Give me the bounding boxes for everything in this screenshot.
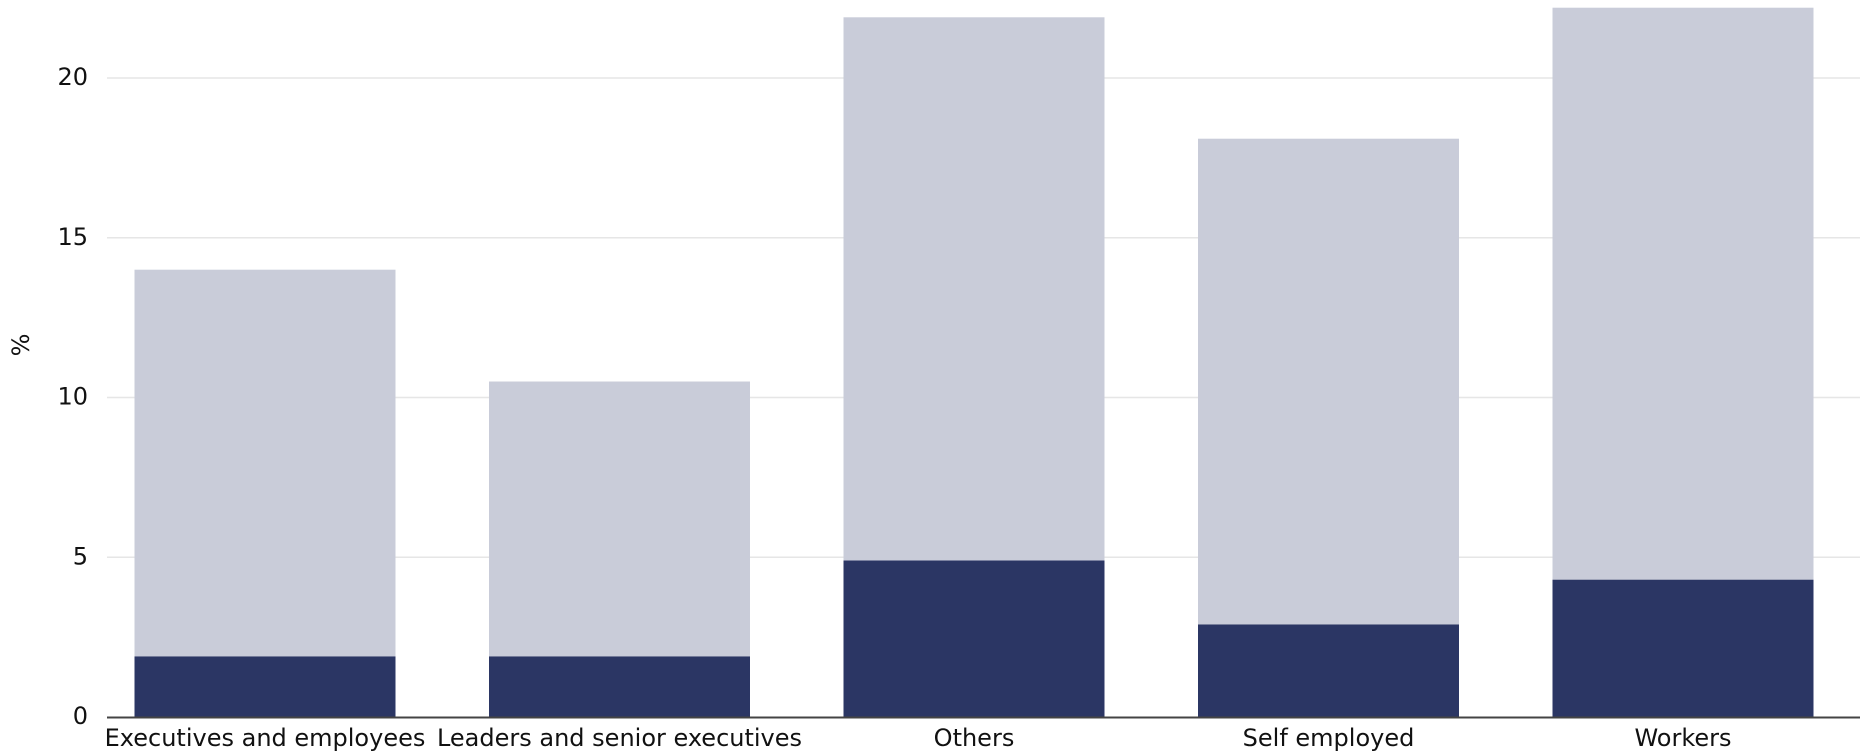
x-tick-label: Self employed: [1243, 724, 1415, 752]
bar-segment-dark: [1552, 579, 1814, 717]
bar-segment-dark: [134, 656, 396, 717]
bar-segment-light: [489, 381, 750, 657]
bar-segment-light: [843, 17, 1105, 561]
x-tick-label: Workers: [1634, 724, 1731, 752]
bar-segment-light: [134, 269, 396, 657]
y-tick-label: 0: [73, 702, 88, 730]
bar-segment-light: [1198, 138, 1459, 625]
bar-segment-dark: [1198, 624, 1459, 717]
x-axis-ticks: Executives and employees Leaders and seni…: [105, 724, 1732, 752]
y-tick-label: 20: [57, 63, 88, 91]
bar-segment-dark: [489, 656, 750, 717]
y-axis-title: %: [7, 334, 35, 357]
x-tick-label: Leaders and senior executives: [437, 724, 802, 752]
y-tick-label: 10: [57, 383, 88, 411]
bar-segment-light: [1552, 7, 1814, 580]
x-tick-label: Others: [934, 724, 1015, 752]
y-tick-label: 5: [73, 542, 88, 570]
x-tick-label: Executives and employees: [105, 724, 426, 752]
bars: [134, 7, 1814, 717]
y-axis-ticks: 0 5 10 15 20: [57, 63, 88, 730]
y-tick-label: 15: [57, 223, 88, 251]
bar-segment-dark: [843, 560, 1105, 717]
